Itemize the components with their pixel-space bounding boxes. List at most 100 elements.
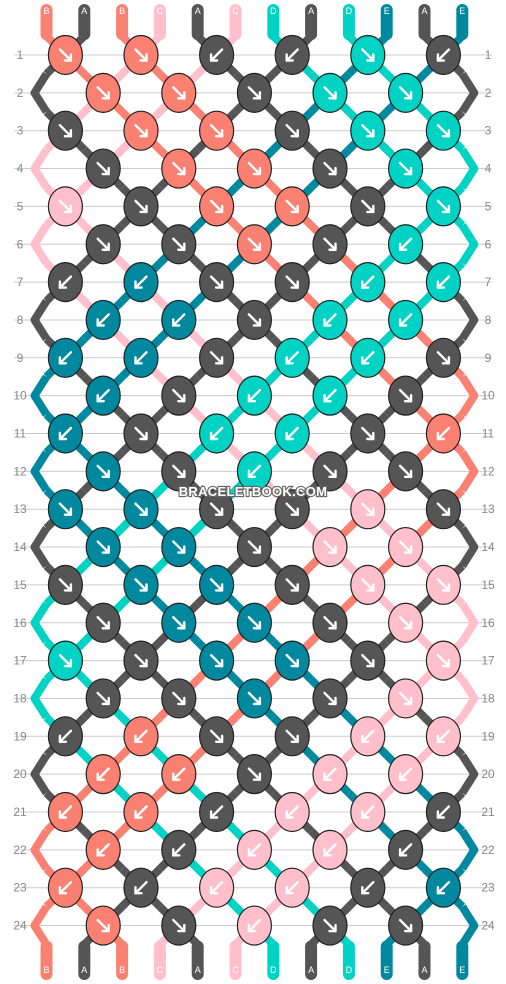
row-number-left: 19 — [13, 729, 27, 743]
knot — [161, 224, 197, 265]
arrow-down-right-icon — [361, 578, 375, 592]
arrow-head-icon — [403, 166, 413, 176]
arrow-head-icon — [441, 507, 451, 516]
strand-letter: D — [346, 965, 353, 975]
arrow-head-icon — [177, 242, 186, 251]
knot — [236, 72, 272, 113]
arrow-head-icon — [134, 356, 143, 365]
knot — [350, 716, 386, 757]
strand-segment — [458, 71, 479, 114]
arrow-head-icon — [285, 886, 294, 895]
knot — [388, 829, 424, 870]
arrow-head-icon — [209, 810, 219, 819]
arrow-down-left-icon — [209, 881, 224, 895]
row-number-right: 2 — [485, 86, 492, 100]
arrow-down-right-icon — [436, 502, 451, 516]
knot — [388, 299, 424, 341]
arrow-down-right-icon — [172, 237, 186, 251]
row-number-left: 14 — [13, 540, 27, 554]
knot — [350, 489, 386, 530]
arrow-head-icon — [134, 734, 143, 743]
row-number-left: 3 — [17, 124, 24, 138]
knot — [274, 110, 310, 151]
arrow-head-icon — [252, 545, 262, 554]
knot — [47, 413, 84, 454]
arrow-down-right-icon — [247, 313, 262, 327]
arrow-down-right-icon — [247, 691, 262, 706]
knot — [123, 337, 159, 378]
arrow-down-left-icon — [398, 313, 413, 327]
strand-tail — [305, 940, 318, 980]
arrow-head-icon — [436, 280, 446, 289]
arrow-head-icon — [177, 469, 186, 479]
row-number-right: 11 — [482, 427, 495, 441]
arrow-down-left-icon — [58, 729, 73, 743]
arrow-down-right-icon — [323, 161, 337, 176]
arrow-head-icon — [58, 356, 68, 365]
knot — [161, 905, 197, 946]
row-number-left: 12 — [13, 464, 27, 478]
arrow-head-icon — [63, 53, 73, 62]
arrow-down-right-icon — [96, 237, 110, 251]
arrow-head-icon — [290, 280, 299, 289]
arrow-head-icon — [139, 128, 148, 138]
arrow-down-right-icon — [361, 502, 375, 516]
knot — [350, 640, 386, 681]
knot — [236, 754, 272, 795]
knot — [425, 640, 461, 681]
strand-tail — [191, 940, 204, 980]
arrow-down-right-icon — [96, 691, 110, 706]
knot — [425, 186, 461, 227]
knot — [199, 640, 235, 681]
knot — [274, 337, 310, 378]
knot — [85, 829, 121, 870]
arrow-head-icon — [366, 507, 375, 516]
arrow-head-icon — [58, 810, 68, 819]
arrow-head-icon — [436, 886, 446, 895]
arrow-head-icon — [361, 810, 370, 819]
row-number-left: 17 — [13, 654, 27, 668]
knot — [85, 72, 121, 113]
arrow-down-left-icon — [172, 767, 186, 781]
strand-tail — [78, 4, 91, 41]
arrow-down-left-icon — [96, 388, 110, 403]
knot — [425, 867, 461, 908]
row-number-right: 18 — [481, 691, 495, 705]
arrow-down-right-icon — [361, 48, 375, 62]
knot — [236, 829, 272, 870]
strand-tail — [40, 4, 53, 41]
arrow-head-icon — [214, 734, 224, 743]
knot — [312, 451, 348, 492]
row-number-left: 7 — [17, 275, 24, 289]
arrow-down-right-icon — [58, 48, 73, 62]
arrow-head-icon — [172, 848, 181, 857]
arrow-head-icon — [214, 204, 224, 214]
knot — [425, 262, 461, 303]
arrow-head-icon — [366, 431, 375, 441]
arrow-down-right-icon — [436, 199, 451, 214]
arrow-head-icon — [403, 696, 413, 706]
arrow-down-left-icon — [361, 881, 375, 895]
knot — [123, 640, 159, 681]
knot — [425, 337, 461, 378]
row-number-left: 21 — [13, 805, 27, 819]
arrow-head-icon — [101, 923, 110, 933]
knot — [47, 564, 84, 606]
row-number-right: 16 — [481, 616, 495, 630]
knot — [85, 224, 121, 265]
arrow-down-left-icon — [285, 805, 299, 819]
knot — [388, 224, 424, 265]
knot — [161, 72, 197, 113]
arrow-down-left-icon — [398, 843, 413, 857]
strand-segment — [30, 677, 50, 720]
arrow-head-icon — [247, 923, 257, 933]
knot — [161, 526, 197, 568]
arrow-down-right-icon — [323, 918, 337, 933]
arrow-head-icon — [252, 621, 262, 630]
knot — [274, 716, 310, 757]
arrow-head-icon — [139, 583, 148, 592]
arrow-down-left-icon — [323, 313, 337, 327]
arrow-head-icon — [361, 886, 370, 895]
strand-segment — [458, 677, 479, 720]
knot — [312, 224, 348, 265]
